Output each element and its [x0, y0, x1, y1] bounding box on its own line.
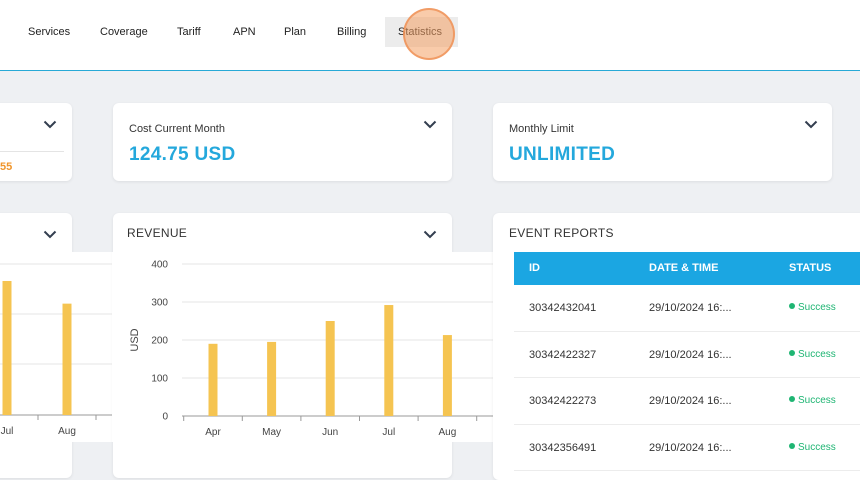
kpi-divider	[0, 151, 64, 152]
revenue-x-tick-label: Apr	[205, 427, 221, 438]
revenue-title: REVENUE	[127, 226, 188, 240]
revenue-bar[interactable]	[384, 305, 394, 416]
event-datetime: 29/10/2024 16:...	[649, 302, 732, 314]
chevron-down-icon[interactable]	[43, 230, 59, 240]
event-status: Success	[789, 425, 836, 471]
table-row[interactable]: 30342432041 29/10/2024 16:... Success	[514, 285, 860, 332]
kpi-value: 124.75 USD	[129, 144, 236, 165]
nav-tab-tariff[interactable]: Tariff	[177, 26, 201, 38]
revenue-y-tick-label: 300	[151, 298, 168, 309]
nav-tab-plan[interactable]: Plan	[284, 26, 307, 38]
revenue-y-tick-label: 200	[151, 336, 168, 347]
chevron-down-icon[interactable]	[423, 230, 439, 240]
table-row[interactable]: 30342422273 29/10/2024 16:... Success	[514, 378, 860, 425]
status-dot-icon	[789, 303, 795, 309]
chevron-down-icon[interactable]	[804, 120, 820, 130]
partial-chart-bar[interactable]	[62, 303, 72, 415]
partial-chart-bar[interactable]	[2, 280, 12, 415]
revenue-y-axis-label: USD	[129, 328, 141, 351]
revenue-bar[interactable]	[442, 335, 452, 416]
event-status: Success	[789, 285, 836, 331]
status-dot-icon	[789, 442, 795, 449]
kpi-partial-value: 55	[0, 161, 13, 173]
top-navigation: Services Coverage Tariff APN Plan Billin…	[0, 0, 860, 71]
revenue-x-tick-label: Jun	[322, 427, 338, 438]
table-header: ID DATE & TIME STATUS	[514, 252, 860, 285]
nav-tab-apn[interactable]: APN	[233, 26, 256, 38]
nav-tab-statistics[interactable]: Statistics	[385, 17, 458, 47]
revenue-y-tick-label: 100	[151, 374, 168, 385]
partial-chart-x-tick-label: Aug	[58, 426, 76, 437]
event-datetime: 29/10/2024 16:...	[649, 441, 732, 454]
event-id: 30342422273	[529, 395, 597, 407]
revenue-bar[interactable]	[325, 321, 335, 416]
column-header-status[interactable]: STATUS	[789, 262, 832, 274]
event-status: Success	[789, 332, 836, 378]
event-reports-table: ID DATE & TIME STATUS 30342432041 29/10/…	[514, 252, 860, 480]
kpi-label: Monthly Limit	[509, 123, 574, 135]
kpi-card-cost-current-month: Cost Current Month 124.75 USD	[113, 103, 452, 181]
event-datetime: 29/10/2024 16:...	[649, 348, 732, 361]
revenue-x-tick-label: Aug	[439, 427, 457, 438]
revenue-y-tick-label: 400	[151, 260, 168, 271]
revenue-bar[interactable]	[267, 341, 277, 416]
kpi-label: Cost Current Month	[129, 123, 225, 135]
table-row[interactable]: 30342422327 29/10/2024 16:... Success	[514, 332, 860, 378]
event-status: Success	[789, 378, 836, 424]
revenue-bar[interactable]	[208, 343, 218, 416]
kpi-card-monthly-limit: Monthly Limit UNLIMITED	[493, 103, 832, 181]
chevron-down-icon[interactable]	[423, 120, 439, 130]
table-row[interactable]: 30342356491 29/10/2024 16:... Success	[514, 425, 860, 471]
chevron-down-icon[interactable]	[43, 120, 59, 130]
event-datetime: 29/10/2024 16:...	[649, 395, 732, 407]
revenue-x-tick-label: May	[262, 427, 281, 438]
nav-tab-billing[interactable]: Billing	[337, 26, 367, 38]
event-id: 30342432041	[529, 302, 597, 314]
event-id: 30342356491	[529, 441, 597, 454]
column-header-datetime[interactable]: DATE & TIME	[649, 262, 719, 274]
revenue-y-tick-label: 0	[162, 412, 168, 423]
event-id: 30342422327	[529, 348, 597, 361]
kpi-card-partial: 55	[0, 103, 72, 181]
partial-chart-x-tick-label: Jul	[1, 426, 14, 437]
column-header-id[interactable]: ID	[529, 262, 540, 274]
nav-tab-coverage[interactable]: Coverage	[100, 26, 148, 38]
kpi-value: UNLIMITED	[509, 144, 616, 165]
status-dot-icon	[789, 349, 795, 356]
nav-tab-services[interactable]: Services	[28, 26, 71, 38]
status-dot-icon	[789, 396, 795, 402]
revenue-x-tick-label: Jul	[382, 427, 395, 438]
partial-bar-chart: Jul Aug	[0, 252, 112, 442]
event-reports-title: EVENT REPORTS	[509, 226, 614, 240]
